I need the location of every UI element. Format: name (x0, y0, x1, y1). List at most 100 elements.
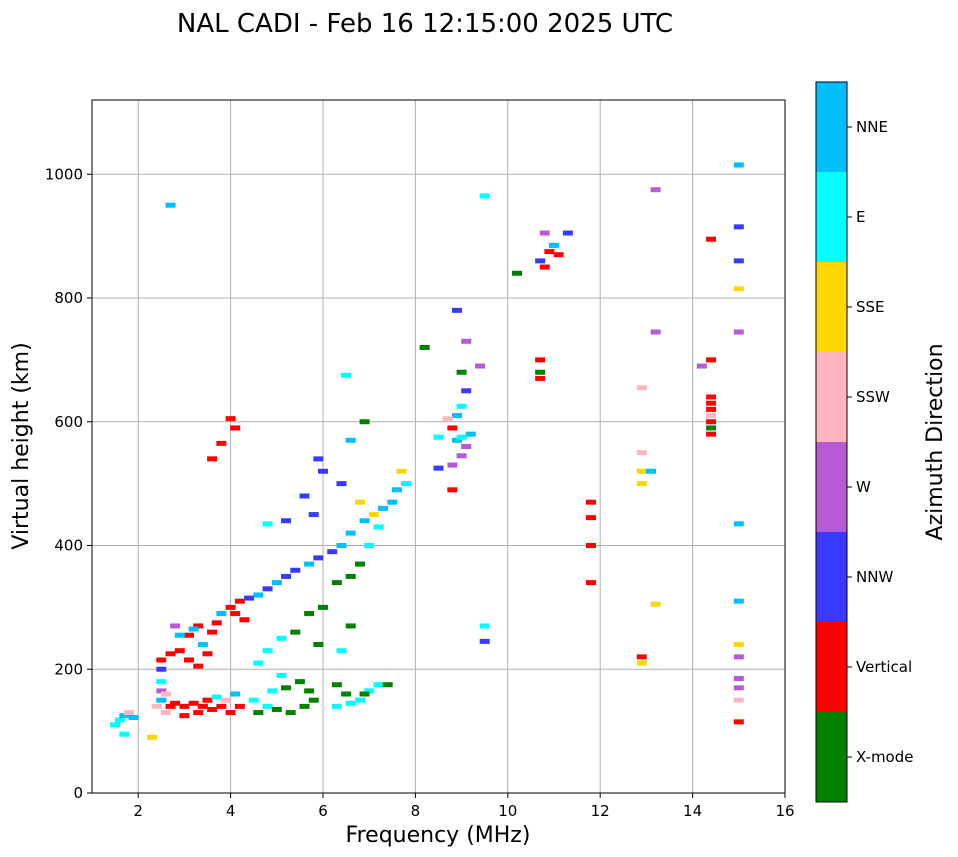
data-point (373, 524, 384, 530)
data-point (193, 663, 204, 669)
data-point (294, 679, 305, 685)
data-point (706, 400, 717, 406)
data-point (128, 715, 139, 721)
data-point (156, 666, 167, 672)
data-point (636, 481, 647, 487)
data-point (225, 710, 236, 716)
colorbar-label: Vertical (856, 658, 912, 676)
data-point (202, 697, 213, 703)
data-point (253, 592, 264, 598)
colorbar-label: SSW (856, 388, 890, 406)
data-point (331, 682, 342, 688)
data-point (197, 642, 208, 647)
data-point (535, 357, 546, 363)
data-point (304, 688, 315, 694)
data-point (341, 372, 352, 378)
data-point (706, 431, 717, 437)
data-point (123, 710, 134, 716)
data-point (354, 697, 365, 703)
data-point (262, 521, 273, 527)
data-point (327, 549, 338, 555)
data-point (354, 499, 365, 505)
data-point (290, 629, 301, 635)
data-point (646, 468, 657, 474)
data-point (585, 515, 596, 521)
data-point (539, 230, 550, 236)
data-point (733, 642, 744, 647)
data-point (733, 654, 744, 660)
data-point (585, 543, 596, 548)
data-point (373, 682, 384, 688)
colorbar-label: W (856, 478, 871, 496)
data-point (160, 710, 171, 716)
data-point (359, 518, 370, 524)
data-point (706, 425, 717, 431)
data-point (216, 611, 227, 617)
data-point (225, 604, 236, 610)
colorbar-segment (816, 532, 847, 622)
colorbar-segment (816, 82, 847, 172)
data-point (165, 202, 176, 208)
data-point (318, 604, 328, 610)
data-point (211, 620, 222, 626)
data-point (535, 369, 546, 375)
data-point (156, 657, 167, 663)
data-point (313, 555, 324, 561)
data-point (451, 413, 462, 419)
data-point (461, 444, 472, 449)
data-point (396, 468, 407, 474)
data-point (262, 703, 273, 709)
data-point (535, 258, 546, 264)
data-point (442, 416, 453, 422)
data-point (733, 598, 744, 604)
colorbar: X-mode Vertical NNW W SSW SSE E NNE (815, 81, 913, 803)
data-point (211, 694, 222, 700)
data-point (193, 623, 204, 629)
data-point (535, 375, 546, 381)
data-point (313, 642, 324, 647)
plot-area: 2 4 6 8 10 12 14 16 0 200 400 600 800 1000 (45, 99, 795, 820)
data-point (549, 242, 559, 248)
data-point (156, 679, 167, 685)
data-point (585, 499, 596, 505)
data-point (308, 697, 319, 703)
colorbar-segment (816, 352, 847, 442)
data-point (253, 660, 264, 666)
data-point (304, 611, 315, 617)
data-point (114, 717, 125, 723)
data-point (197, 703, 208, 709)
data-point (461, 388, 472, 394)
data-point (364, 688, 375, 694)
y-tick-label: 800 (54, 289, 83, 307)
data-point (193, 710, 204, 716)
data-point (119, 713, 130, 719)
colorbar-label: X-mode (856, 748, 913, 766)
data-point (562, 230, 573, 236)
data-point (733, 162, 744, 168)
colorbar-segment (816, 172, 847, 262)
data-point (650, 187, 661, 193)
data-point (160, 691, 171, 697)
data-point (207, 706, 218, 712)
x-tick-label: 2 (133, 802, 143, 820)
data-point (345, 573, 356, 579)
data-point (447, 425, 458, 431)
data-point (207, 629, 218, 635)
data-point (553, 252, 564, 258)
x-tick-label: 12 (591, 802, 610, 820)
data-point (299, 493, 310, 499)
data-point (479, 623, 490, 629)
data-point (696, 363, 707, 369)
data-point (447, 487, 458, 493)
data-point (706, 406, 717, 412)
colorbar-title: Azimuth Direction (923, 343, 948, 540)
colorbar-frame (815, 81, 848, 803)
data-point (733, 329, 744, 335)
data-point (733, 719, 744, 725)
data-point (706, 394, 717, 400)
data-point (636, 654, 647, 660)
data-point (433, 465, 444, 471)
data-point (585, 580, 596, 586)
data-point (318, 468, 328, 474)
data-point (336, 481, 347, 487)
